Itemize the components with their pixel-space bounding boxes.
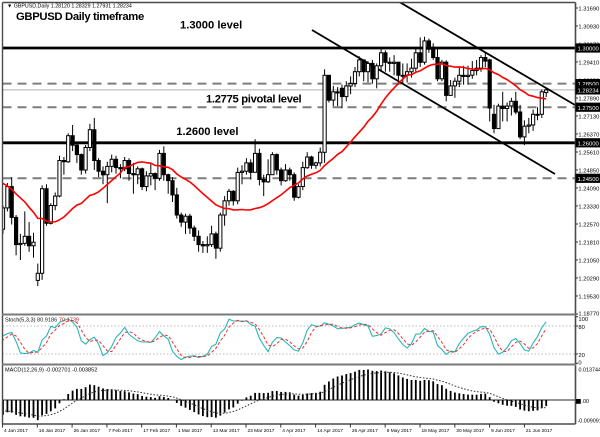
svg-text:MACD(12,26,9) -0.002701 -0.003: MACD(12,26,9) -0.002701 -0.003852: [5, 368, 97, 374]
svg-text:1.25610: 1.25610: [578, 151, 599, 157]
svg-text:9 Jun 2017: 9 Jun 2017: [491, 428, 515, 434]
svg-text:1.31690: 1.31690: [578, 7, 599, 13]
svg-text:1.20290: 1.20290: [578, 277, 599, 283]
svg-text:80: 80: [578, 325, 584, 331]
svg-text:7 Feb 2017: 7 Feb 2017: [108, 428, 133, 434]
svg-text:GBPUSD Daily timeframe: GBPUSD Daily timeframe: [16, 11, 144, 23]
svg-text:1.27130: 1.27130: [578, 115, 599, 121]
svg-text:26 Apr 2017: 26 Apr 2017: [352, 428, 378, 434]
svg-text:4 Apr 2017: 4 Apr 2017: [282, 428, 306, 434]
svg-text:14 Apr 2017: 14 Apr 2017: [317, 428, 343, 434]
svg-text:1.27500: 1.27500: [578, 106, 600, 112]
svg-text:30 May 2017: 30 May 2017: [456, 428, 484, 434]
svg-text:4 Jan 2017: 4 Jan 2017: [4, 428, 28, 434]
svg-text:Stoch(5,3,3) 80.9186 70.1739: Stoch(5,3,3) 80.9186 70.1739: [5, 318, 79, 324]
svg-text:20: 20: [578, 353, 584, 359]
svg-text:1.27890: 1.27890: [578, 97, 599, 103]
svg-text:1.2775 pivotal level: 1.2775 pivotal level: [206, 93, 302, 105]
svg-text:21 Jun 2017: 21 Jun 2017: [526, 428, 553, 434]
svg-text:17 Feb 2017: 17 Feb 2017: [143, 428, 170, 434]
svg-text:1.24090: 1.24090: [578, 187, 599, 193]
svg-text:1.21810: 1.21810: [578, 241, 599, 247]
svg-text:18 May 2017: 18 May 2017: [422, 428, 450, 434]
svg-text:1.29410: 1.29410: [578, 61, 599, 67]
svg-text:1.30000: 1.30000: [578, 47, 600, 53]
svg-text:26 Jan 2017: 26 Jan 2017: [74, 428, 101, 434]
svg-text:1.18770: 1.18770: [578, 311, 599, 317]
svg-text:1.2600 level: 1.2600 level: [176, 126, 238, 138]
svg-text:1.26370: 1.26370: [578, 133, 599, 139]
svg-text:1.30930: 1.30930: [578, 25, 599, 31]
svg-text:100: 100: [578, 317, 588, 323]
svg-text:13 Mar 2017: 13 Mar 2017: [213, 428, 240, 434]
svg-text:16 Jan 2017: 16 Jan 2017: [39, 428, 66, 434]
svg-text:23 Mar 2017: 23 Mar 2017: [248, 428, 275, 434]
svg-text:1.23330: 1.23330: [578, 205, 599, 211]
svg-text:1.22570: 1.22570: [578, 223, 599, 229]
svg-text:.00: .00: [582, 399, 590, 405]
svg-text:1.21050: 1.21050: [578, 259, 599, 265]
svg-text:1.3000 level: 1.3000 level: [180, 20, 242, 32]
svg-text:0: 0: [578, 360, 581, 366]
svg-text:1.24850: 1.24850: [578, 169, 599, 175]
svg-text:1.24500: 1.24500: [578, 177, 600, 183]
svg-text:-0.009091: -0.009091: [578, 418, 600, 424]
svg-text:1 Mar 2017: 1 Mar 2017: [178, 428, 203, 434]
svg-text:0.013744: 0.013744: [579, 368, 600, 374]
svg-text:1.19530: 1.19530: [578, 295, 599, 301]
svg-text:8 May 2017: 8 May 2017: [387, 428, 412, 434]
svg-text:1.26000: 1.26000: [578, 141, 600, 147]
svg-text:1.28234: 1.28234: [578, 89, 600, 95]
svg-text:1.28500: 1.28500: [578, 82, 600, 88]
svg-text:▼ GBPUSD,Daily 1.28120 1.2832: ▼ GBPUSD,Daily 1.28120 1.28329 1.27931 1…: [7, 3, 132, 9]
